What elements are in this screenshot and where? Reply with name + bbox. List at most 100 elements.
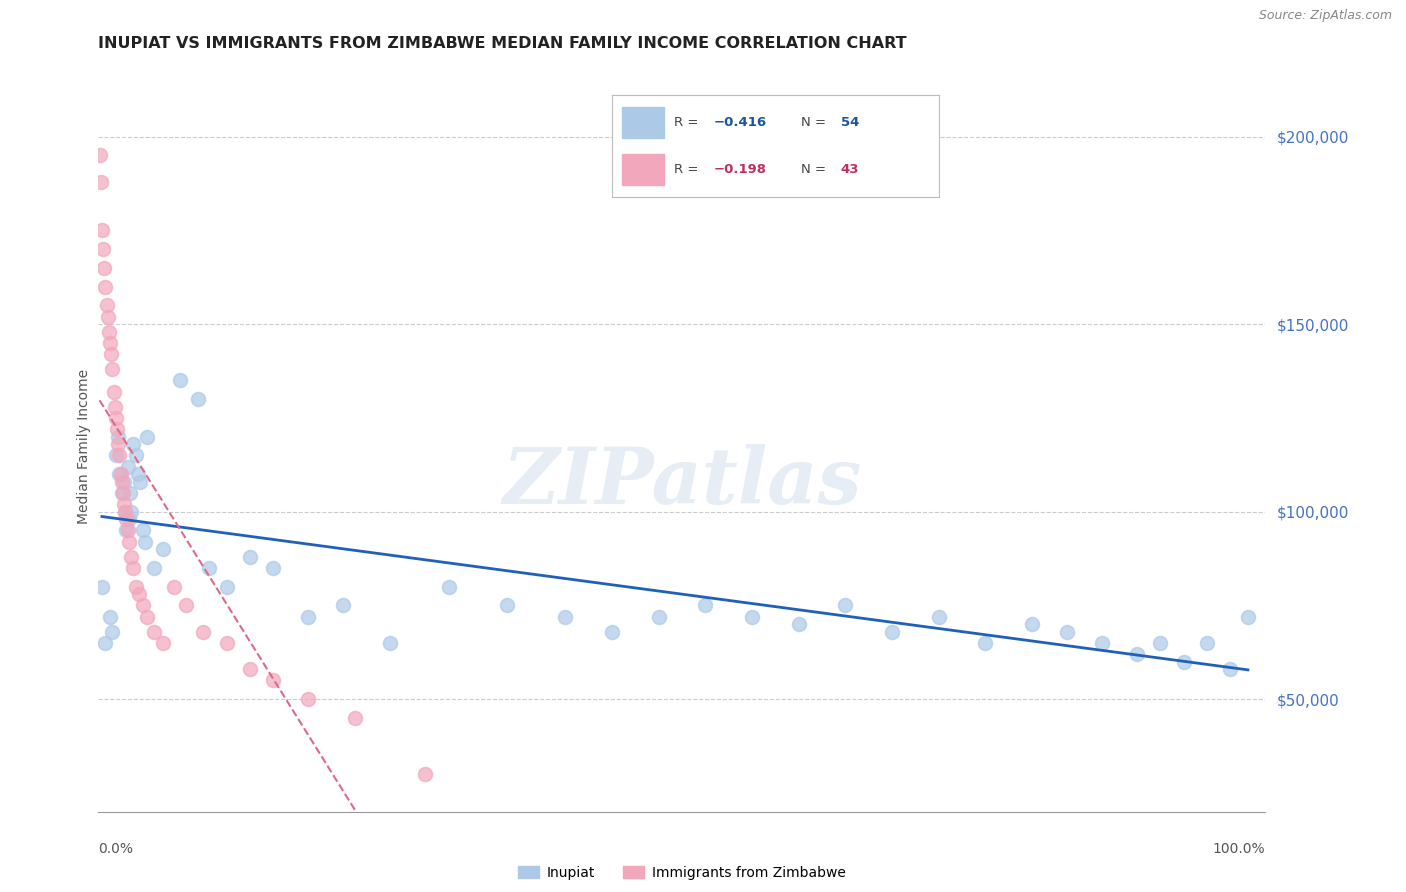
Point (103, 384, 125, 399)
Point (128, 587, 150, 601)
Point (136, 429, 159, 443)
Point (132, 524, 155, 538)
Point (928, 609, 950, 624)
Point (262, 673, 284, 688)
Point (108, 449, 131, 463)
Point (136, 609, 159, 624)
Point (974, 636, 997, 650)
Point (600, 624, 623, 639)
Text: Source: ZipAtlas.com: Source: ZipAtlas.com (1258, 9, 1392, 22)
Point (94, 279, 117, 293)
Point (120, 549, 142, 564)
Point (114, 505, 136, 519)
Text: ZIPatlas: ZIPatlas (502, 444, 862, 521)
Point (90, 580, 112, 594)
Point (174, 599, 197, 613)
Point (495, 599, 517, 613)
Point (107, 429, 129, 443)
Point (107, 437, 129, 451)
Point (239, 549, 262, 564)
Point (143, 624, 166, 639)
Point (169, 373, 191, 387)
Point (101, 362, 124, 376)
Point (104, 400, 127, 414)
Point (101, 624, 124, 639)
Point (96, 298, 118, 312)
Point (104, 449, 127, 463)
Point (112, 475, 135, 489)
Point (120, 505, 142, 519)
Legend: Inupiat, Immigrants from Zimbabwe: Inupiat, Immigrants from Zimbabwe (512, 860, 852, 885)
Point (215, 580, 238, 594)
Point (91, 242, 114, 256)
Point (118, 534, 141, 549)
Point (134, 534, 156, 549)
Point (1173, 655, 1195, 669)
Point (110, 467, 132, 482)
Point (93, 260, 115, 275)
Text: 0.0%: 0.0% (98, 842, 134, 855)
Point (127, 467, 149, 482)
Point (1056, 624, 1078, 639)
Point (198, 561, 221, 575)
Point (378, 636, 402, 650)
Point (554, 609, 576, 624)
Point (104, 410, 127, 425)
Point (152, 636, 174, 650)
Point (125, 449, 148, 463)
Point (117, 459, 139, 474)
Point (1126, 647, 1149, 661)
Point (344, 711, 367, 725)
Point (143, 561, 166, 575)
Point (437, 580, 460, 594)
Point (112, 497, 135, 511)
Point (332, 599, 354, 613)
Point (741, 609, 763, 624)
Y-axis label: Median Family Income: Median Family Income (77, 368, 91, 524)
Point (98, 335, 121, 350)
Point (413, 767, 436, 781)
Point (108, 467, 131, 482)
Point (98, 609, 121, 624)
Point (122, 561, 145, 575)
Point (100, 347, 122, 361)
Point (115, 524, 138, 538)
Point (115, 512, 138, 526)
Point (90, 223, 112, 237)
Point (111, 486, 134, 500)
Point (132, 599, 155, 613)
Point (129, 475, 152, 489)
Point (834, 599, 856, 613)
Point (297, 692, 319, 706)
Point (118, 486, 141, 500)
Point (97, 325, 120, 339)
Text: INUPIAT VS IMMIGRANTS FROM ZIMBABWE MEDIAN FAMILY INCOME CORRELATION CHART: INUPIAT VS IMMIGRANTS FROM ZIMBABWE MEDI… (98, 36, 907, 51)
Point (111, 486, 134, 500)
Point (187, 392, 209, 406)
Point (262, 561, 284, 575)
Point (695, 599, 717, 613)
Point (1219, 662, 1241, 676)
Point (1195, 636, 1218, 650)
Point (193, 624, 215, 639)
Point (787, 617, 810, 632)
Point (1237, 609, 1260, 624)
Point (297, 609, 319, 624)
Point (114, 505, 136, 519)
Point (163, 580, 186, 594)
Point (97, 310, 120, 324)
Point (647, 609, 669, 624)
Point (1091, 636, 1114, 650)
Point (1149, 636, 1171, 650)
Point (215, 636, 238, 650)
Point (105, 422, 128, 436)
Point (111, 475, 134, 489)
Point (1021, 617, 1043, 632)
Point (880, 624, 903, 639)
Point (239, 662, 262, 676)
Point (118, 512, 141, 526)
Point (117, 524, 139, 538)
Text: 100.0%: 100.0% (1213, 842, 1265, 855)
Point (89, 148, 111, 162)
Point (90, 175, 112, 189)
